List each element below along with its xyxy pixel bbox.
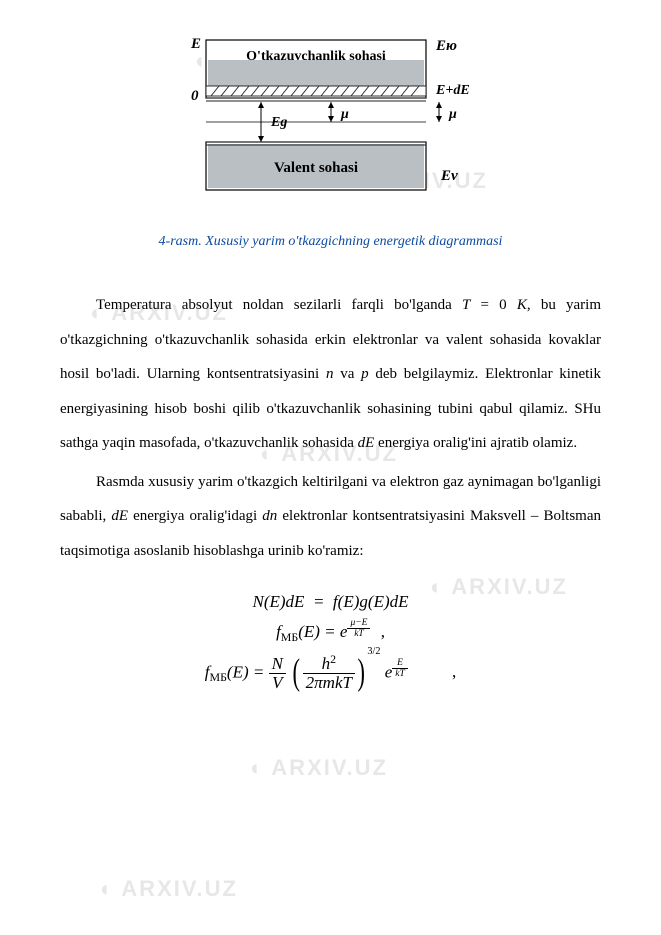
equation-2: fМБ(E) = eμ−EkT , <box>60 622 601 645</box>
diagram-hatched-strip <box>206 86 426 96</box>
svg-text:Eю: Eю <box>435 38 457 54</box>
equation-3: fМБ(E) = NV (h22πmkT)3/2 eEkT , <box>60 655 601 692</box>
equation-1: N(E)dE = f(E)g(E)dE <box>60 592 601 612</box>
energy-diagram: O'tkazuvchanlik sohasi <box>171 30 491 200</box>
watermark: ◐ARXIV.UZ <box>100 876 238 902</box>
watermark: ◐ARXIV.UZ <box>250 755 388 781</box>
svg-text:0: 0 <box>191 88 199 104</box>
diagram-label-conduction: O'tkazuvchanlik sohasi <box>246 49 386 64</box>
svg-text:E+dE: E+dE <box>435 83 470 98</box>
svg-text:μ: μ <box>448 107 457 122</box>
svg-text:Ev: Ev <box>440 168 458 184</box>
svg-text:μ: μ <box>340 107 349 122</box>
paragraph-2: Rasmda xususiy yarim o'tkazgich keltiril… <box>60 465 601 569</box>
equations-block: N(E)dE = f(E)g(E)dE fМБ(E) = eμ−EkT , fМ… <box>60 592 601 691</box>
paragraph-1: Temperatura absolyut noldan sezilarli fa… <box>60 288 601 461</box>
figure-caption: 4-rasm. Xususiy yarim o'tkazgichning ene… <box>60 234 601 250</box>
svg-text:E: E <box>190 36 201 52</box>
diagram-label-valence: Valent sohasi <box>273 160 357 176</box>
svg-text:Eg: Eg <box>270 115 287 130</box>
diagram-svg: O'tkazuvchanlik sohasi <box>171 30 491 200</box>
